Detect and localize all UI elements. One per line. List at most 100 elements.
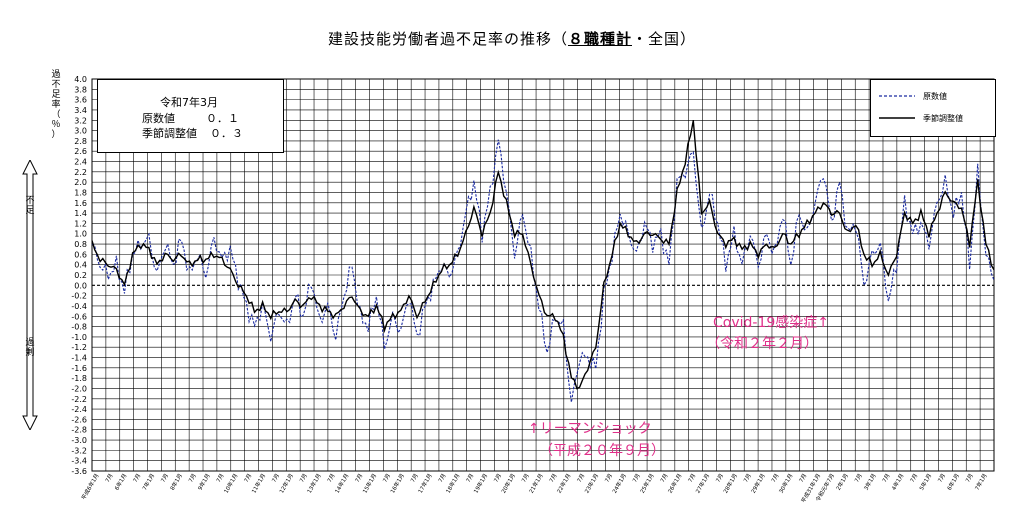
x-tick-label: 7月: [465, 473, 476, 484]
y-tick-label: 2.0: [74, 178, 87, 187]
x-tick-label: 7月: [298, 473, 309, 484]
info-row2-value: ０．３: [210, 127, 243, 140]
x-tick-label: 8年1月: [168, 472, 184, 492]
y-tick-label: 1.4: [74, 209, 87, 218]
y-tick-label: -1.4: [71, 354, 87, 363]
y-tick-label: 1.2: [74, 219, 87, 228]
info-row2: 季節調整値 ０．３: [142, 125, 243, 141]
y-tick-label: 2.2: [74, 168, 87, 177]
y-tick-label: -2.2: [71, 395, 87, 404]
y-tick-label: -1.8: [71, 374, 87, 383]
y-tick-label: 0.4: [74, 261, 87, 270]
x-tick-label: 7月: [243, 473, 254, 484]
y-tick-label: 1.0: [74, 230, 87, 239]
legend-label-adjusted: 季節調整値: [923, 114, 963, 123]
y-tick-label: 1.8: [74, 188, 87, 197]
y-tick-label: -3.4: [71, 457, 87, 466]
x-tick-label: 7月: [326, 473, 337, 484]
y-tick-labels: 4.03.83.63.43.23.02.82.62.42.22.01.81.61…: [71, 75, 87, 476]
y-tick-label: 1.6: [74, 199, 87, 208]
y-tick-label: 2.8: [74, 137, 87, 146]
x-tick-label: 7月: [659, 473, 670, 484]
y-tick-label: 3.4: [74, 106, 87, 115]
x-tick-label: 7月: [159, 473, 170, 484]
y-tick-label: -3.2: [71, 446, 87, 455]
x-tick-label: 7月: [215, 473, 226, 484]
y-tick-label: 4.0: [74, 75, 87, 84]
y-tick-label: -3.6: [71, 467, 87, 476]
x-tick-label: 7年1月: [973, 472, 989, 492]
x-tick-label: 6年1月: [945, 472, 961, 492]
info-row1-value: ０．１: [206, 112, 239, 125]
x-tick-label: 7月: [770, 473, 781, 484]
info-box: 令和7年3月 原数値 ０．１ 季節調整値 ０．３: [97, 79, 284, 153]
x-tick-label: 7月: [354, 473, 365, 484]
y-tick-label: -2.0: [71, 384, 87, 393]
y-tick-label: -2.8: [71, 426, 87, 435]
y-tick-label: -2.6: [71, 415, 87, 424]
x-tick-label: 7月: [881, 473, 892, 484]
x-tick-label: 7月: [382, 473, 393, 484]
y-tick-label: -3.0: [71, 436, 87, 445]
series-line-raw: [91, 139, 995, 403]
x-tick-label: 3年1月: [862, 472, 878, 492]
y-tick-label: 3.2: [74, 116, 87, 125]
x-tick-label: 6年1月: [112, 472, 128, 492]
y-tick-label: -1.0: [71, 333, 87, 342]
y-tick-label: 2.4: [74, 158, 87, 167]
x-tick-label: 5年1月: [917, 472, 933, 492]
x-tick-label: 7月: [548, 473, 559, 484]
y-tick-label: 3.0: [74, 127, 87, 136]
y-tick-label: 0.2: [74, 271, 87, 280]
x-tick-label: 9年1月: [196, 472, 212, 492]
x-tick-label: 7年1月: [140, 472, 156, 492]
y-tick-label: -0.8: [71, 323, 87, 332]
x-tick-label: 7月: [409, 473, 420, 484]
x-tick-label: 2年1月: [834, 472, 850, 492]
x-tick-label: 7月: [853, 473, 864, 484]
x-tick-label: 7月: [715, 473, 726, 484]
y-tick-label: -1.2: [71, 343, 87, 352]
x-tick-label: 7月: [132, 473, 143, 484]
x-tick-label: 7月: [104, 473, 115, 484]
legend-label-raw: 原数値: [923, 92, 947, 101]
x-tick-label: 7月: [631, 473, 642, 484]
legend: 原数値 季節調整値: [870, 79, 996, 137]
y-tick-label: 0.6: [74, 250, 87, 259]
x-tick-label: 7月: [604, 473, 615, 484]
y-tick-label: 0.8: [74, 240, 87, 249]
series-line-adjusted: [91, 120, 995, 390]
side-label-shortage: 不足: [25, 196, 35, 216]
x-tick-label: 4年1月: [890, 472, 906, 492]
y-tick-label: -0.4: [71, 302, 87, 311]
x-tick-label: 平成6年1月: [79, 472, 100, 501]
series-lines: [91, 120, 995, 403]
y-tick-label: 0.0: [74, 281, 87, 290]
x-tick-label: 7月: [964, 473, 975, 484]
info-row1-label: 原数値: [142, 112, 175, 125]
annotation-covid-1: Covid-19感染症↑: [713, 315, 829, 331]
x-tick-label: 7月: [493, 473, 504, 484]
annotation-lehman-2: （平成２０年９月）: [539, 443, 665, 459]
y-tick-label: -1.6: [71, 364, 87, 373]
x-tick-label: 7月: [271, 473, 282, 484]
info-row1: 原数値 ０．１: [142, 110, 239, 126]
x-tick-label: 7月: [520, 473, 531, 484]
chart-title: 建設技能労働者過不足率の推移（８職種計・全国）: [327, 30, 697, 48]
x-tick-label: 7月: [576, 473, 587, 484]
x-tick-label: 7月: [742, 473, 753, 484]
x-tick-label: 7月: [187, 473, 198, 484]
x-tick-label: 7月: [937, 473, 948, 484]
y-tick-label: 3.6: [74, 96, 87, 105]
x-tick-label: 7月: [909, 473, 920, 484]
y-tick-label: -2.4: [71, 405, 87, 414]
annotation-covid-2: （令和２年２月）: [706, 336, 818, 352]
info-heading: 令和7年3月: [160, 96, 218, 109]
y-tick-label: -0.2: [71, 292, 87, 301]
x-tick-label: 7月: [687, 473, 698, 484]
y-tick-label: 3.8: [74, 85, 87, 94]
side-label-surplus: 過剰: [25, 338, 35, 358]
annotation-lehman-1: ↑リーマンショック: [528, 421, 652, 437]
x-tick-label: 7月: [437, 473, 448, 484]
